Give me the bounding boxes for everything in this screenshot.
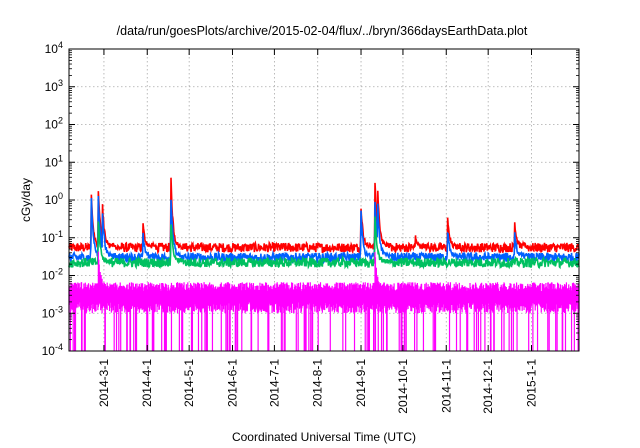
y-tick-label: 103 <box>45 78 63 94</box>
grid <box>69 49 579 351</box>
x-tick-label: 2014-3-1 <box>97 359 111 407</box>
y-tick-label: 10-1 <box>42 229 63 245</box>
y-tick-label: 100 <box>45 191 63 207</box>
x-tick-label: 2014-10-1 <box>396 359 410 414</box>
chart-title: /data/run/goesPlots/archive/2015-02-04/f… <box>117 24 528 38</box>
series-layer <box>68 177 580 351</box>
x-tick-label: 2014-8-1 <box>311 359 325 407</box>
y-tick-label: 101 <box>45 153 63 169</box>
y-tick-label: 10-4 <box>42 342 63 358</box>
series-line-2 <box>68 216 580 270</box>
y-tick-label: 102 <box>45 116 63 132</box>
x-tick-label: 2014-7-1 <box>267 359 281 407</box>
x-tick-label: 2014-6-1 <box>225 359 239 407</box>
x-tick-label: 2014-9-1 <box>354 359 368 407</box>
x-tick-label: 2014-5-1 <box>182 359 196 407</box>
y-tick-label: 10-2 <box>42 267 63 283</box>
y-axis-label: cGy/day <box>19 178 33 222</box>
y-tick-label: 104 <box>45 40 63 56</box>
x-axis-label: Coordinated Universal Time (UTC) <box>232 430 416 444</box>
x-tick-label: 2014-11-1 <box>439 359 453 413</box>
x-tick-label: 2014-12-1 <box>481 359 495 414</box>
ticks: 10-4 10-3 10-2 10-1 100 101 102 103 104 2014-3-1 2… <box>42 40 579 414</box>
series-line-0 <box>68 177 580 255</box>
x-tick-label: 2015-1-1 <box>524 359 538 407</box>
x-tick-label: 2014-4-1 <box>140 359 154 407</box>
y-tick-label: 10-3 <box>42 304 63 320</box>
